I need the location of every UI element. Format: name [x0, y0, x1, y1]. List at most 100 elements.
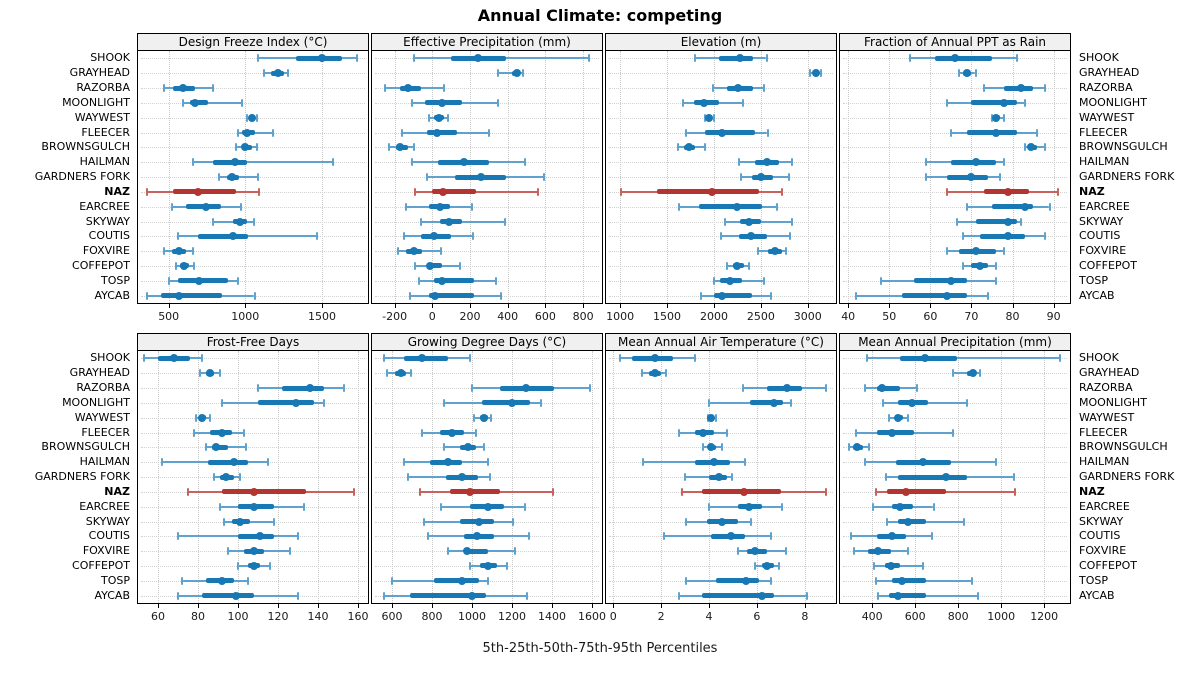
median-dot: [250, 547, 258, 556]
axis-tick-label: 90: [1046, 310, 1061, 323]
whisker-end-cap: [419, 487, 421, 496]
whisker-end-cap: [401, 128, 404, 137]
whisker-end-cap: [471, 232, 474, 241]
whisker-end-cap: [177, 591, 179, 600]
site-label-right: NAZ: [1079, 484, 1105, 498]
median-dot: [437, 276, 446, 285]
median-dot: [651, 369, 660, 378]
panel-body: [137, 50, 369, 304]
site-label-right: TOSP: [1079, 573, 1108, 587]
site-label-left: BROWNSGULCH: [41, 140, 130, 154]
axis-tick-label: 1200: [1030, 610, 1059, 623]
whisker-end-cap: [712, 113, 715, 122]
percentile-25-75-bar: [464, 548, 488, 554]
median-dot: [887, 428, 896, 437]
whisker-end-cap: [982, 84, 985, 93]
median-dot: [942, 291, 951, 300]
whisker-end-cap: [512, 517, 514, 526]
percentile-25-75-bar: [714, 293, 752, 299]
site-label-left: RAZORBA: [76, 81, 130, 95]
whisker-end-cap: [473, 413, 475, 422]
panel-body: [839, 350, 1071, 604]
percentile-5-95-line: [877, 594, 978, 597]
axis-tick-label: 140: [307, 610, 329, 623]
panel-strip-title: Design Freeze Index (°C): [137, 33, 369, 51]
whisker-end-cap: [685, 517, 688, 526]
site-label-left: GRAYHEAD: [69, 366, 130, 380]
median-dot: [190, 98, 199, 107]
whisker-end-cap: [187, 487, 189, 496]
whisker-end-cap: [410, 369, 412, 378]
whisker-end-cap: [882, 398, 884, 407]
whisker-end-cap: [702, 443, 704, 452]
median-dot: [175, 247, 184, 256]
whisker-end-cap: [906, 413, 909, 422]
site-label-left: COFFEPOT: [72, 558, 130, 572]
median-dot: [232, 591, 240, 600]
whisker-end-cap: [407, 473, 409, 481]
row-gridline: [375, 73, 599, 75]
whisker-end-cap: [421, 428, 423, 437]
median-dot: [396, 143, 405, 152]
axis-tick-label: 4: [705, 610, 713, 623]
panel-strip-title: Fraction of Annual PPT as Rain: [839, 33, 1071, 51]
whisker-end-cap: [991, 113, 993, 122]
median-dot: [241, 143, 250, 152]
axis-tick-label: 8: [801, 610, 809, 623]
whisker-end-cap: [762, 276, 765, 285]
site-label-right: SKYWAY: [1079, 214, 1124, 228]
whisker-end-cap: [885, 473, 888, 481]
median-dot: [250, 502, 258, 511]
whisker-end-cap: [521, 69, 524, 78]
axis-tick-label: 6: [753, 610, 761, 623]
row-gridline: [609, 565, 833, 567]
median-dot: [195, 276, 204, 285]
panel-body: [605, 350, 837, 604]
whisker-end-cap: [965, 398, 968, 407]
whisker-end-cap: [236, 128, 239, 137]
axis-tick: [971, 304, 973, 308]
whisker-end-cap: [439, 247, 442, 256]
median-dot: [250, 487, 258, 496]
whisker-end-cap: [781, 502, 784, 511]
median-dot: [460, 158, 469, 167]
whisker-end-cap: [403, 458, 405, 467]
axis-tick-label: -200: [382, 310, 408, 323]
whisker-end-cap: [383, 591, 385, 600]
row-gridline: [843, 73, 1067, 75]
whisker-end-cap: [471, 384, 473, 393]
axis-tick-label: 2500: [746, 310, 775, 323]
whisker-end-cap: [237, 561, 239, 570]
panel-strip-title: Elevation (m): [605, 33, 837, 51]
median-dot: [971, 158, 980, 167]
whisker-end-cap: [356, 54, 359, 63]
whisker-end-cap: [620, 187, 622, 196]
percentile-25-75-bar: [701, 593, 774, 599]
median-dot: [887, 532, 896, 541]
whisker-end-cap: [721, 443, 724, 452]
percentiles-caption: 5th-25th-50th-75th-95th Percentiles: [482, 641, 718, 656]
median-dot: [762, 561, 771, 570]
site-label-left: SKYWAY: [85, 514, 130, 528]
axis-tick-label: 100: [227, 610, 249, 623]
whisker-end-cap: [693, 354, 696, 363]
whisker-end-cap: [420, 217, 422, 226]
whisker-end-cap: [995, 276, 998, 285]
axis-tick-label: 120: [267, 610, 289, 623]
percentile-5-95-line: [193, 161, 333, 164]
whisker-end-cap: [951, 369, 954, 378]
site-label-right: HAILMAN: [1079, 455, 1130, 469]
whisker-end-cap: [712, 84, 714, 93]
median-dot: [433, 128, 441, 137]
panel-strip-title: Growing Degree Days (°C): [371, 333, 603, 351]
whisker-end-cap: [423, 517, 425, 526]
axis-tick: [512, 604, 513, 608]
whisker-end-cap: [235, 143, 238, 152]
whisker-end-cap: [744, 458, 746, 467]
site-label-left: COFFEPOT: [72, 258, 130, 272]
whisker-end-cap: [855, 428, 858, 437]
whisker-end-cap: [469, 561, 471, 570]
whisker-end-cap: [916, 384, 919, 393]
whisker-end-cap: [925, 173, 928, 181]
axis-tick-label: 2000: [700, 310, 728, 323]
